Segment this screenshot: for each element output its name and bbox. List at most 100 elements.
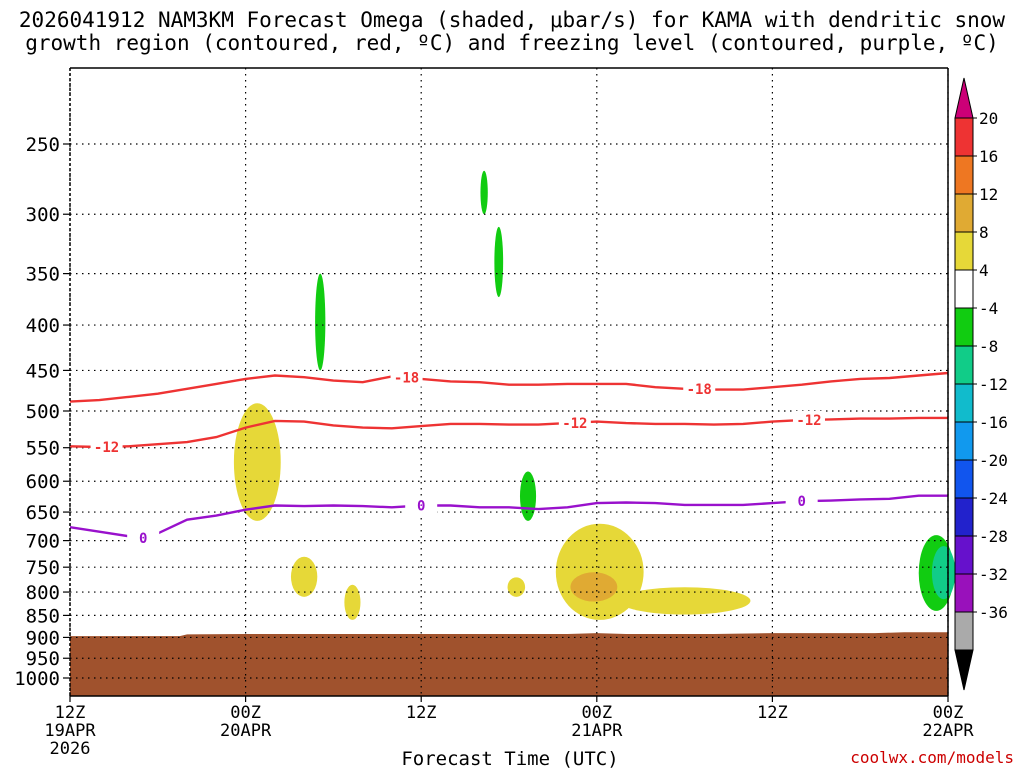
plot-frame <box>69 67 949 697</box>
contour-label-bg <box>127 528 160 547</box>
colorbar-band <box>954 117 974 157</box>
contour-lines: -18 -18 -12 -12 -12 0 0 0 <box>69 368 949 547</box>
contour-label: -12 <box>562 416 587 432</box>
colorbar-band <box>954 383 974 423</box>
y-tick-label: 500 <box>26 401 60 423</box>
y-tick-label: 850 <box>26 605 60 627</box>
colorbar-label: -32 <box>979 565 1008 584</box>
colorbar-band <box>954 535 974 575</box>
x-tick-label: 00Z <box>230 703 261 723</box>
contour-label: -18 <box>687 382 712 398</box>
terrain-fill <box>70 632 948 696</box>
y-tick-label: 950 <box>26 648 60 670</box>
x-tick-label: 12Z <box>55 703 86 723</box>
colorbar-label: -16 <box>979 413 1008 432</box>
colorbar-label: 20 <box>979 109 998 128</box>
x-tick-label: 00Z <box>933 703 964 723</box>
x-tick-label: 20APR <box>220 721 272 741</box>
omega-shading <box>233 170 956 620</box>
colorbar-band <box>954 497 974 537</box>
colorbar-label: -24 <box>979 489 1008 508</box>
x-axis-label: Forecast Time (UTC) <box>401 748 618 768</box>
colorbar-top-arrow <box>954 77 974 119</box>
colorbar-label: -4 <box>979 299 998 318</box>
colorbar-label: 16 <box>979 147 998 166</box>
y-tick-label: 400 <box>26 315 60 337</box>
omega-region <box>570 572 618 602</box>
colorbar-label: 12 <box>979 185 998 204</box>
colorbar-label: -28 <box>979 527 1008 546</box>
omega-region <box>507 577 526 597</box>
omega-region <box>233 403 281 521</box>
colorbar-label: -36 <box>979 603 1008 622</box>
y-tick-label: 800 <box>26 582 60 604</box>
omega-region <box>519 471 537 521</box>
colorbar-band <box>954 307 974 347</box>
y-tick-label: 250 <box>26 134 60 156</box>
contour-label-bg <box>390 368 423 387</box>
terrain-surface <box>70 632 948 696</box>
colorbar-band <box>954 611 974 651</box>
y-tick-label: 650 <box>26 502 60 524</box>
contour--12: -12 -12 -12 <box>69 410 948 456</box>
contour-label: 0 <box>139 531 147 547</box>
contour-label: -12 <box>94 440 119 456</box>
chart-title-line1: 2026041912 NAM3KM Forecast Omega (shaded… <box>18 8 1006 32</box>
y-axis: 2503003504004505005506006507007508008509… <box>14 134 70 690</box>
contour-label-bg <box>785 492 818 511</box>
chart-title-line2: growth region (contoured, red, ºC) and f… <box>25 31 999 55</box>
colorbar-band <box>954 459 974 499</box>
y-tick-label: 600 <box>26 471 60 493</box>
contour-0: 0 0 0 <box>69 492 948 547</box>
colorbar-label: -12 <box>979 375 1008 394</box>
y-tick-label: 750 <box>26 557 60 579</box>
omega-region <box>618 587 751 615</box>
colorbar-band <box>954 269 974 309</box>
omega-region <box>290 556 318 597</box>
contour-label: -18 <box>394 371 419 387</box>
contour-label: -12 <box>796 413 821 429</box>
omega-region <box>931 546 956 600</box>
colorbar-band <box>954 421 974 461</box>
colorbar-band <box>954 193 974 233</box>
y-tick-label: 350 <box>26 264 60 286</box>
x-tick-label: 12Z <box>757 703 788 723</box>
x-tick-label: 12Z <box>406 703 437 723</box>
y-tick-label: 450 <box>26 360 60 382</box>
contour-label: 0 <box>417 498 425 514</box>
contour-label-bg <box>405 496 438 515</box>
contour-line <box>69 371 949 403</box>
omega-region <box>480 170 488 215</box>
omega-region <box>315 273 326 371</box>
colorbar-band <box>954 155 974 195</box>
colorbar-bottom-arrow <box>954 649 974 691</box>
y-tick-label: 1000 <box>14 668 60 690</box>
colorbar: 20 16 12 8 4 -4 -8 -12 -16 -20 -24 -28 -32 -36 <box>954 77 1008 691</box>
x-tick-label: 00Z <box>581 703 612 723</box>
contour-label: 0 <box>797 494 805 510</box>
omega-region <box>344 584 361 620</box>
x-tick-label: 22APR <box>922 721 974 741</box>
colorbar-label: 4 <box>979 261 989 280</box>
colorbar-label: -20 <box>979 451 1008 470</box>
credit-text: coolwx.com/models <box>850 748 1014 767</box>
x-tick-label: 21APR <box>571 721 623 741</box>
y-tick-label: 900 <box>26 627 60 649</box>
contour-label-bg <box>792 410 825 429</box>
omega-region <box>494 226 504 298</box>
colorbar-label: 8 <box>979 223 989 242</box>
contour-label-bg <box>683 380 716 399</box>
y-tick-label: 700 <box>26 531 60 553</box>
colorbar-band <box>954 231 974 271</box>
contour--18: -18 -18 <box>69 368 949 403</box>
x-tick-label: 2026 <box>50 739 91 759</box>
x-tick-label: 19APR <box>44 721 96 741</box>
y-tick-label: 550 <box>26 438 60 460</box>
colorbar-band <box>954 345 974 385</box>
contour-label-bg <box>558 413 591 432</box>
y-tick-label: 300 <box>26 204 60 226</box>
colorbar-band <box>954 573 974 613</box>
contour-label-bg <box>90 437 123 456</box>
